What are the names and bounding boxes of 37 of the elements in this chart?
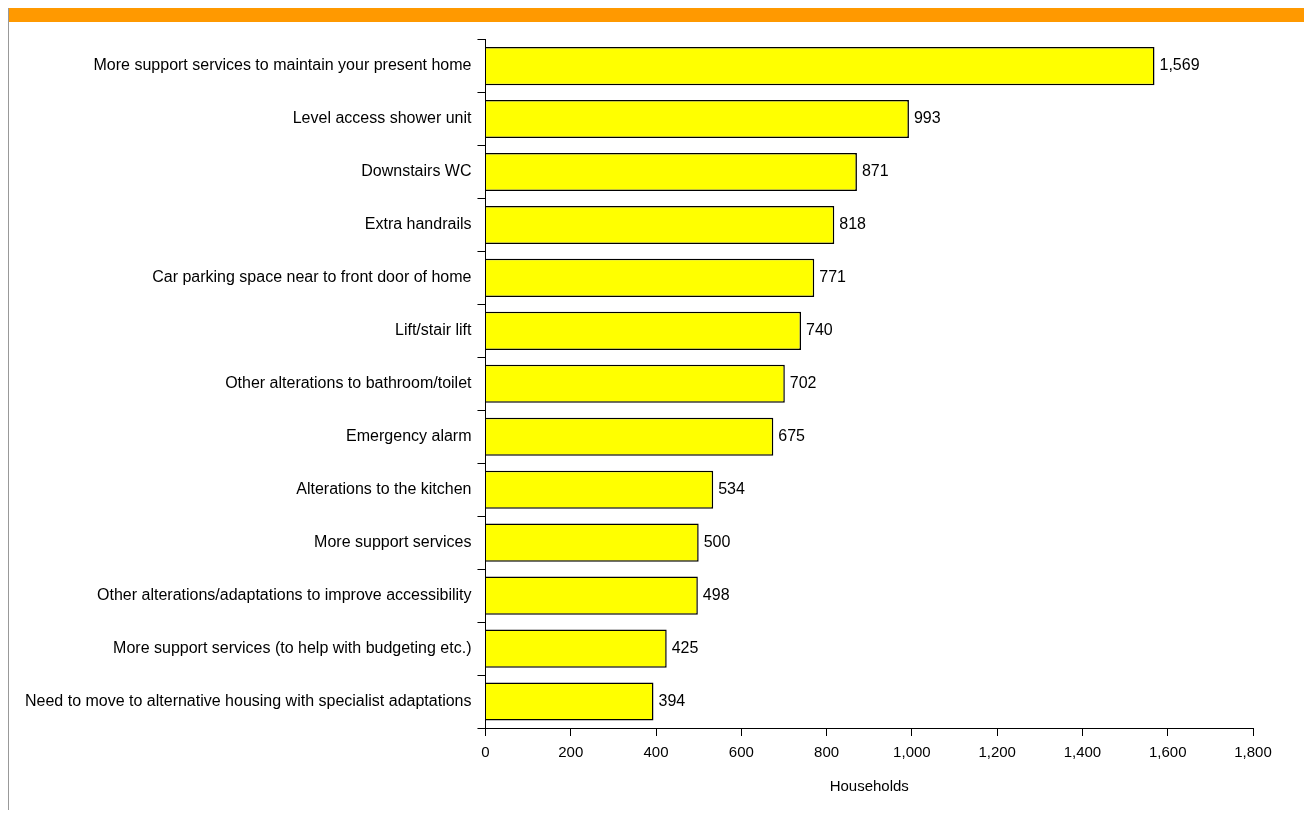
- x-tick-label: 400: [643, 743, 669, 761]
- x-tick-label: 1,600: [1148, 743, 1187, 761]
- data-label: 534: [718, 480, 745, 498]
- data-label: 702: [789, 374, 817, 392]
- y-tick-label: Other alterations/adaptations to improve accessibility: [97, 586, 472, 604]
- x-tick-label: 800: [814, 743, 840, 761]
- y-tick-label: Lift/stair lift: [395, 321, 473, 339]
- data-label: 1,569: [1159, 56, 1200, 74]
- x-tick-label: 1,000: [893, 743, 931, 761]
- data-label: 740: [806, 321, 833, 339]
- data-label: 771: [819, 268, 847, 286]
- x-tick-label: 1,800: [1234, 743, 1272, 761]
- x-tick-label: 200: [558, 743, 584, 761]
- y-tick-label: Need to move to alternative housing with specialist adaptations: [25, 691, 472, 709]
- y-tick-label: Extra handrails: [364, 215, 472, 233]
- x-axis-title: Households: [829, 777, 909, 795]
- y-tick-label: More support services (to help with budgeting etc.): [113, 638, 472, 656]
- y-tick-label: Alterations to the kitchen: [296, 480, 472, 498]
- y-tick-label: Other alterations to bathroom/toilet: [225, 374, 473, 392]
- data-label: 818: [839, 215, 867, 233]
- y-tick-label: Downstairs WC: [361, 162, 472, 180]
- y-tick-label: Level access shower unit: [292, 109, 473, 127]
- data-label: 498: [702, 586, 730, 604]
- x-tick-label: 600: [728, 743, 754, 761]
- x-tick-label: 0: [481, 743, 490, 761]
- data-label: 675: [778, 427, 806, 445]
- data-label: 993: [913, 109, 941, 127]
- y-tick-label: More support services to maintain your present home: [93, 56, 472, 74]
- y-tick-label: More support services: [314, 533, 472, 551]
- data-label: 871: [861, 162, 889, 180]
- y-tick-label: Car parking space near to front door of home: [152, 268, 472, 286]
- x-tick-label: 1,400: [1063, 743, 1102, 761]
- x-tick-label: 1,200: [978, 743, 1016, 761]
- data-label: 425: [671, 638, 699, 656]
- y-tick-label: Emergency alarm: [346, 427, 472, 445]
- data-label: 500: [703, 533, 731, 551]
- data-label: 394: [658, 691, 686, 709]
